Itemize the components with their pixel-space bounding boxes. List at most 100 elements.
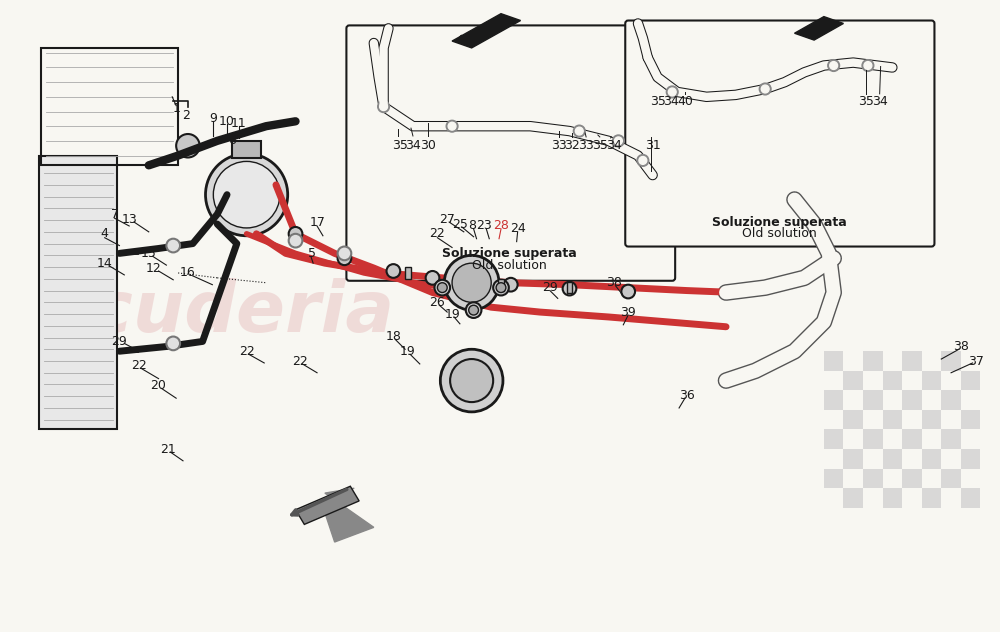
Circle shape — [621, 284, 635, 298]
Circle shape — [176, 134, 200, 157]
Circle shape — [830, 61, 838, 70]
Bar — [843, 488, 863, 507]
Text: 28: 28 — [493, 219, 509, 233]
Bar — [941, 351, 961, 371]
Text: 40: 40 — [677, 95, 693, 108]
Bar — [232, 141, 261, 159]
Bar — [883, 371, 902, 391]
Circle shape — [166, 337, 180, 350]
Text: 14: 14 — [97, 257, 113, 270]
Circle shape — [862, 59, 874, 71]
Text: 11: 11 — [231, 117, 247, 130]
Text: 15: 15 — [141, 247, 157, 260]
Bar — [922, 488, 941, 507]
Bar — [961, 488, 980, 507]
Text: 39: 39 — [620, 306, 636, 319]
Bar — [922, 371, 941, 391]
Text: 22: 22 — [239, 344, 254, 358]
Bar — [824, 430, 843, 449]
Text: 24: 24 — [510, 222, 526, 235]
Text: 5: 5 — [308, 247, 316, 260]
Text: 12: 12 — [146, 262, 162, 274]
Circle shape — [637, 155, 649, 166]
FancyBboxPatch shape — [625, 20, 934, 246]
Text: 34: 34 — [606, 139, 621, 152]
Bar — [941, 391, 961, 410]
Text: 10: 10 — [219, 115, 235, 128]
Text: 4: 4 — [101, 228, 109, 240]
Text: 35: 35 — [858, 95, 874, 108]
Circle shape — [639, 157, 647, 164]
FancyBboxPatch shape — [346, 25, 675, 281]
Bar — [824, 391, 843, 410]
Bar — [902, 469, 922, 488]
Bar — [498, 279, 504, 291]
Circle shape — [440, 349, 503, 412]
Text: 19: 19 — [444, 308, 460, 320]
Circle shape — [613, 135, 624, 147]
Circle shape — [466, 302, 481, 318]
Bar — [883, 449, 902, 469]
Text: 27: 27 — [439, 212, 455, 226]
Text: 20: 20 — [151, 379, 166, 392]
Bar — [902, 351, 922, 371]
Bar — [922, 449, 941, 469]
Text: 38: 38 — [606, 276, 621, 289]
Circle shape — [206, 154, 288, 236]
Text: 29: 29 — [112, 335, 127, 348]
Text: 13: 13 — [121, 212, 137, 226]
Text: 34: 34 — [872, 95, 888, 108]
Circle shape — [864, 61, 872, 70]
Text: 21: 21 — [160, 442, 176, 456]
Text: 19: 19 — [400, 344, 416, 358]
Text: Parts: Parts — [406, 219, 616, 288]
Circle shape — [828, 59, 840, 71]
Circle shape — [668, 88, 676, 96]
Circle shape — [213, 161, 280, 228]
Circle shape — [166, 239, 180, 252]
Text: 8: 8 — [468, 219, 476, 233]
Polygon shape — [296, 486, 359, 525]
Circle shape — [496, 283, 506, 293]
Circle shape — [759, 83, 771, 95]
Circle shape — [444, 255, 499, 310]
Circle shape — [573, 125, 585, 137]
Polygon shape — [795, 16, 843, 40]
Text: 31: 31 — [645, 139, 661, 152]
Text: 35: 35 — [592, 139, 608, 152]
Text: 22: 22 — [293, 355, 308, 368]
Circle shape — [387, 264, 400, 278]
Bar — [39, 155, 117, 430]
Bar — [922, 410, 941, 430]
Text: 35: 35 — [650, 95, 665, 108]
Bar — [863, 351, 883, 371]
Text: Old solution: Old solution — [742, 228, 817, 240]
Circle shape — [469, 305, 478, 315]
Text: Soluzione superata: Soluzione superata — [442, 247, 577, 260]
Text: Soluzione superata: Soluzione superata — [712, 216, 847, 229]
Circle shape — [614, 137, 622, 145]
Polygon shape — [305, 488, 374, 542]
Bar — [863, 469, 883, 488]
Circle shape — [437, 283, 447, 293]
Bar — [902, 430, 922, 449]
Circle shape — [338, 252, 351, 265]
Text: 38: 38 — [953, 340, 969, 353]
Text: 1: 1 — [172, 102, 180, 115]
Text: 2: 2 — [182, 109, 190, 122]
Circle shape — [563, 282, 576, 295]
Bar — [405, 267, 411, 279]
Circle shape — [493, 280, 509, 295]
Bar — [941, 430, 961, 449]
Circle shape — [289, 227, 302, 241]
Text: 6: 6 — [228, 135, 236, 147]
Circle shape — [761, 85, 769, 93]
Circle shape — [289, 234, 302, 248]
Bar — [843, 410, 863, 430]
Circle shape — [575, 127, 583, 135]
Circle shape — [338, 246, 351, 260]
Circle shape — [380, 103, 387, 111]
Circle shape — [448, 122, 456, 130]
Circle shape — [504, 278, 518, 291]
Circle shape — [450, 359, 493, 402]
